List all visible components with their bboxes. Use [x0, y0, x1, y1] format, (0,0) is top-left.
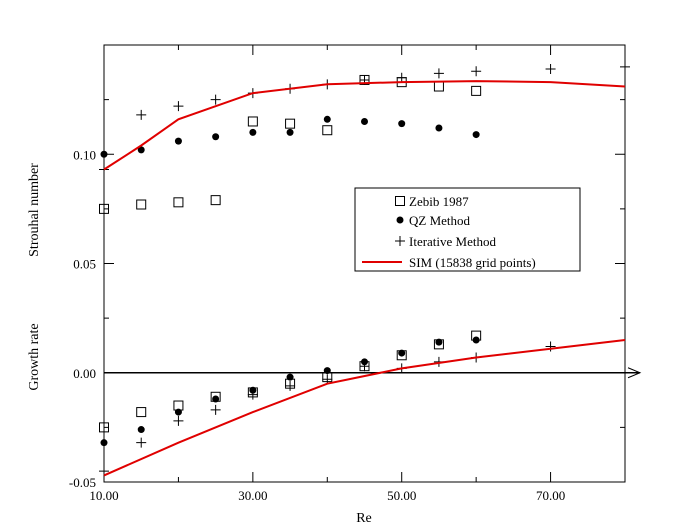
data-point-square: [322, 125, 333, 136]
series-plus: [99, 61, 630, 477]
series-line-growth: [103, 339, 626, 477]
x-tick-label: 70.00: [536, 488, 565, 503]
data-point-square: [395, 196, 405, 206]
data-point-plus: [620, 61, 630, 72]
legend-box: [354, 187, 581, 272]
data-point-plus: [433, 68, 444, 79]
data-point-plus: [210, 94, 221, 105]
data-point-circle: [174, 137, 182, 145]
data-point-circle: [435, 124, 443, 132]
data-point-circle: [398, 120, 406, 128]
data-point-plus: [173, 101, 184, 112]
data-point-square: [99, 203, 109, 214]
data-point-plus: [210, 404, 221, 415]
y-axis-label-lower: Growth rate: [27, 323, 42, 390]
data-point-plus: [322, 374, 333, 385]
data-point-circle: [323, 115, 331, 123]
data-point-circle: [137, 426, 145, 434]
data-point-plus: [359, 361, 370, 372]
data-point-plus: [285, 380, 296, 391]
data-point-circle: [174, 408, 182, 416]
data-point-circle: [137, 146, 145, 154]
data-point-plus: [545, 341, 556, 352]
data-point-circle: [472, 131, 480, 139]
data-point-plus: [247, 389, 258, 400]
data-point-square: [136, 199, 147, 210]
data-point-plus: [99, 164, 109, 175]
zero-line-arrow: [627, 367, 642, 379]
legend-item: SIM (15838 grid points): [362, 255, 536, 270]
x-tick-label: 10.00: [89, 488, 118, 503]
data-point-circle: [398, 349, 406, 357]
data-point-circle: [286, 128, 294, 136]
y-axis-label-upper: Strouhal number: [27, 163, 42, 257]
data-point-circle: [249, 128, 257, 136]
data-point-circle: [286, 373, 294, 381]
data-point-circle: [323, 367, 331, 375]
series-line: [103, 80, 626, 477]
data-point-square: [285, 118, 296, 129]
y-tick-label: 0.05: [73, 257, 96, 272]
x-tick-label: 30.00: [238, 488, 267, 503]
legend-item: Zebib 1987: [395, 194, 469, 209]
data-point-circle: [435, 338, 443, 346]
data-point-square: [471, 85, 482, 96]
zero-line: [104, 367, 642, 379]
legend: Zebib 1987 QZ Method Iterative Method SIM (…: [354, 187, 581, 272]
x-tick-label: 50.00: [387, 488, 416, 503]
data-point-circle: [472, 336, 480, 344]
data-point-circle: [361, 117, 368, 125]
data-point-square: [173, 197, 184, 208]
legend-label: Iterative Method: [409, 234, 496, 249]
legend-item: Iterative Method: [395, 234, 496, 249]
legend-label: Zebib 1987: [409, 194, 469, 209]
series-layer: [99, 61, 630, 477]
data-point-plus: [471, 66, 482, 77]
x-axis-label: Re: [356, 511, 372, 526]
legend-label: QZ Method: [409, 213, 471, 228]
data-point-square: [247, 116, 258, 127]
data-point-circle: [100, 439, 108, 447]
data-point-plus: [136, 109, 147, 120]
y-tick-label: -0.05: [69, 475, 96, 490]
data-point-square: [136, 407, 147, 418]
y-tick-label: 0.10: [73, 147, 96, 162]
data-point-square: [433, 81, 444, 92]
data-point-plus: [173, 415, 184, 426]
data-point-circle: [212, 395, 220, 403]
series-filled-circle: [100, 115, 480, 447]
data-point-square: [210, 195, 221, 206]
y-tick-label: 0.00: [73, 366, 96, 381]
data-point-plus: [136, 437, 147, 448]
data-point-circle: [100, 150, 108, 158]
data-point-plus: [395, 236, 405, 246]
data-point-circle: [212, 133, 220, 141]
data-point-square: [99, 422, 109, 433]
series-line-strouhal: [103, 80, 626, 171]
data-point-plus: [545, 64, 556, 75]
legend-item: QZ Method: [396, 213, 471, 228]
legend-label: SIM (15838 grid points): [409, 255, 536, 270]
tick-labels: 10.00 30.00 50.00 70.00 -0.05 0.00 0.05 0.10: [69, 147, 565, 503]
data-point-circle: [396, 216, 404, 224]
